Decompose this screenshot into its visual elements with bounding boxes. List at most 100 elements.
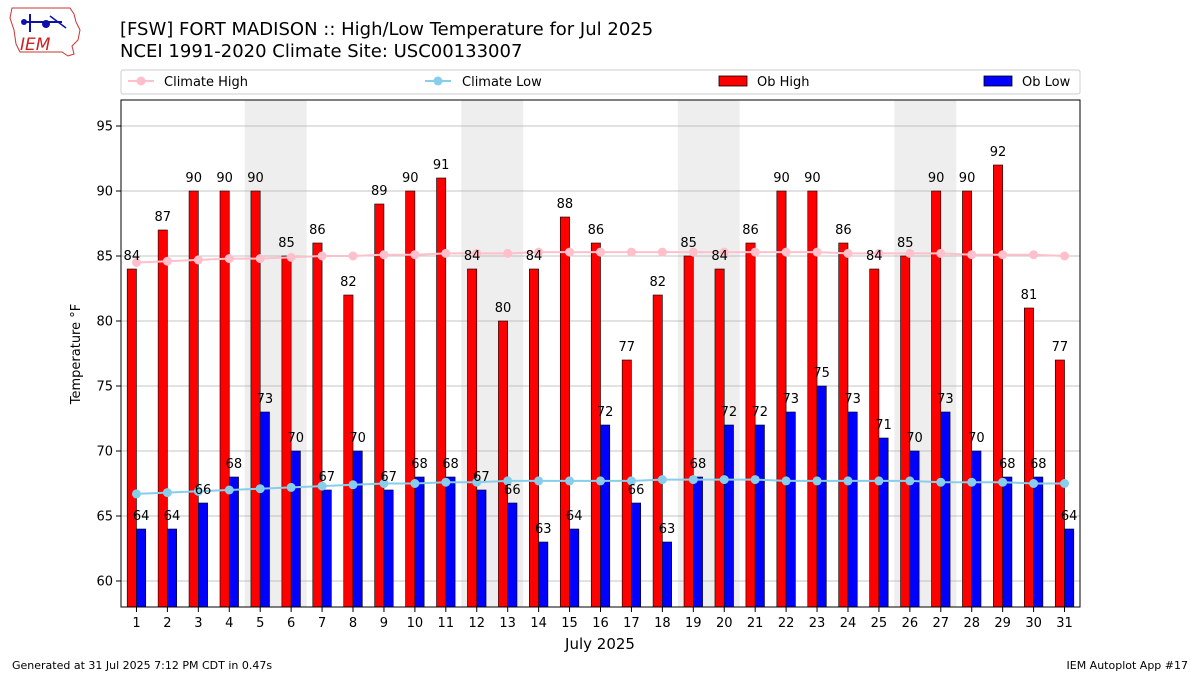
x-tick-label: 19 [685, 616, 702, 631]
climate-high-point [379, 250, 389, 260]
ob-high-bar [838, 242, 849, 608]
ob-high-label: 92 [990, 145, 1007, 160]
ob-high-label: 90 [804, 171, 821, 186]
logo-text: IEM [20, 35, 51, 55]
ob-high-bar [559, 216, 570, 608]
ob-high-bar [993, 164, 1003, 608]
climate-high-point [812, 247, 822, 257]
climate-low-point [317, 481, 327, 491]
ob-high-label: 89 [371, 184, 388, 199]
ob-high-label: 90 [216, 171, 233, 186]
climate-high-point [905, 248, 915, 258]
ob-low-bar [290, 450, 301, 608]
ob-low-label: 63 [535, 522, 552, 537]
climate-high-point [131, 258, 141, 267]
x-tick-label: 8 [349, 616, 357, 631]
y-tick-label: 90 [96, 185, 113, 200]
ob-low-bar [662, 541, 672, 608]
ob-low-label: 75 [813, 366, 830, 381]
ob-low-label: 67 [473, 470, 490, 485]
ob-low-bar [476, 489, 487, 608]
ob-high-label: 86 [309, 223, 326, 238]
x-tick-label: 12 [468, 616, 485, 631]
climate-low-point [626, 476, 636, 486]
x-tick-label: 22 [778, 616, 795, 631]
ob-high-label: 84 [464, 249, 481, 264]
climate-high-point [750, 247, 760, 257]
climate-low-point [224, 485, 234, 495]
ob-low-label: 73 [257, 392, 274, 407]
ob-high-bar [683, 255, 694, 608]
app-credit: IEM Autoplot App #17 [1067, 659, 1189, 672]
ob-low-bar [414, 476, 425, 608]
climate-high-point [534, 247, 544, 257]
ob-high-bar [498, 320, 508, 608]
data-labels: 84 87 90 90 90 85 86 82 89 90 91 84 80 84 88 86 77 82 85 84… [124, 145, 1078, 537]
ob-high-label: 84 [124, 249, 141, 264]
climate-low-point [565, 476, 575, 486]
ob-low-label: 64 [164, 509, 181, 524]
climate-low-point [812, 476, 822, 486]
y-tick-label: 65 [96, 510, 113, 525]
y-tick-label: 60 [96, 575, 113, 590]
ob-low-bar [785, 411, 796, 608]
ob-high-label: 90 [773, 171, 790, 186]
ob-low-bar [723, 424, 734, 608]
ob-low-label: 67 [318, 470, 335, 485]
ob-low-label: 66 [195, 483, 212, 498]
ob-low-bar [909, 450, 920, 608]
ob-high-label: 86 [835, 223, 852, 238]
ob-low-label: 72 [721, 405, 738, 420]
ob-high-label: 88 [557, 197, 574, 212]
ob-high-bar [157, 229, 168, 608]
ob-high-label: 87 [154, 210, 171, 225]
x-tick-label: 30 [1025, 616, 1042, 631]
climate-low-point [472, 477, 482, 487]
ob-high-label: 77 [1052, 340, 1069, 355]
climate-low-point [162, 488, 172, 498]
climate-high-point [874, 248, 884, 258]
ob-low-bar [538, 541, 549, 608]
ob-low-label: 73 [782, 392, 799, 407]
ob-low-bar [228, 476, 239, 608]
ob-low-bar [569, 528, 580, 608]
y-tick-label: 70 [96, 445, 113, 460]
ob-low-label: 70 [349, 431, 366, 446]
ob-low-bar [321, 489, 332, 608]
climate-low-point [750, 475, 760, 485]
climate-high-point [719, 247, 729, 257]
climate-low-point [379, 479, 389, 488]
x-tick-label: 3 [194, 616, 202, 631]
climate-high-point [967, 250, 977, 260]
legend-item-ob-high: Ob High [718, 75, 810, 90]
ob-low-bar [847, 411, 858, 608]
x-tick-label: 26 [902, 616, 919, 631]
legend-label: Climate Low [462, 75, 542, 90]
x-tick-label: 28 [963, 616, 980, 631]
climate-high-point [998, 250, 1008, 260]
weather-station-icon [21, 14, 67, 32]
climate-low-point [719, 475, 729, 485]
x-tick-label: 1 [132, 616, 140, 631]
ob-low-bar [445, 476, 456, 608]
ob-high-label: 86 [588, 223, 605, 238]
ob-low-bar [754, 424, 765, 608]
legend-label: Ob High [757, 75, 810, 90]
ob-high-label: 84 [711, 249, 728, 264]
ob-low-label: 68 [226, 457, 243, 472]
climate-high-point [193, 255, 203, 265]
ob-low-label: 63 [659, 522, 676, 537]
x-tick-label: 6 [287, 616, 295, 631]
climate-high-point [1060, 251, 1070, 261]
climate-low-point [410, 479, 420, 488]
ob-low-bar [693, 476, 703, 608]
ob-low-label: 72 [597, 405, 614, 420]
legend-item-climate-high: Climate High [128, 75, 248, 90]
ob-high-bar [652, 294, 663, 608]
y-tick-label: 80 [96, 315, 113, 330]
ob-low-label: 73 [844, 392, 861, 407]
ob-low-bar [631, 502, 642, 608]
ob-low-label: 67 [380, 470, 397, 485]
x-tick-label: 14 [530, 616, 547, 631]
legend-item-ob-low: Ob Low [983, 75, 1071, 90]
